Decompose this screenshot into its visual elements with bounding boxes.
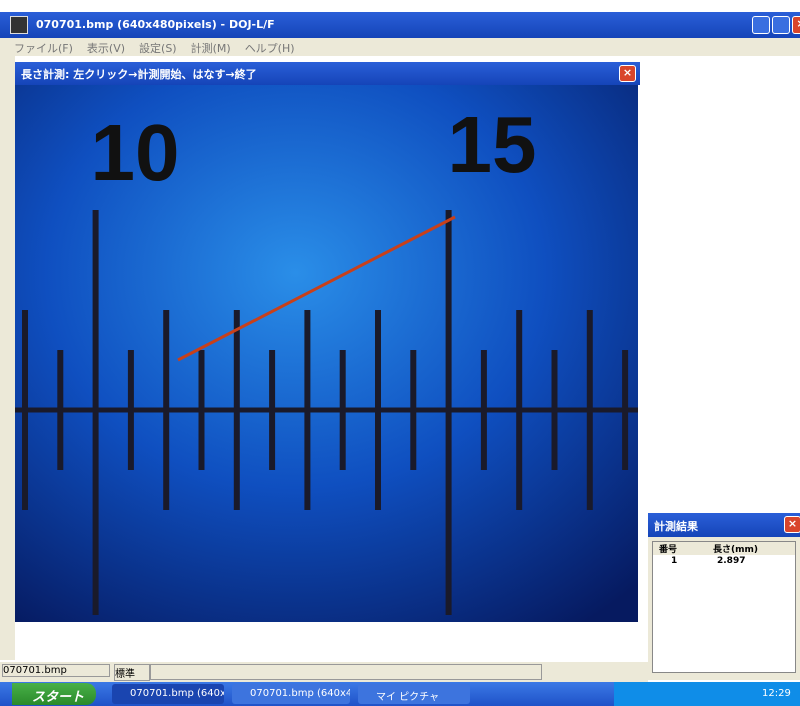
measure-title: 長さ計測: 左クリック→計測開始、はなす→終了 — [21, 68, 257, 81]
taskbar-item[interactable]: マイ ピクチャ — [358, 684, 470, 704]
scale-label: 15 — [448, 100, 537, 189]
status-field — [150, 664, 542, 680]
results-title-bar: 計測結果 — [648, 513, 800, 537]
taskbar-item[interactable]: 070701.bmp (640x48... — [112, 684, 224, 704]
measure-close-button[interactable]: × — [619, 65, 636, 82]
status-bar: 070701.bmp 標準 — [0, 662, 648, 682]
menu-item[interactable]: ファイル(F) — [14, 42, 73, 55]
menu-item[interactable]: ヘルプ(H) — [244, 42, 295, 55]
results-body: 番号 長さ(mm) 1 2.897 — [648, 537, 800, 680]
restore-button[interactable] — [772, 16, 790, 34]
frame — [0, 56, 15, 660]
results-title: 計測結果 — [654, 520, 698, 533]
column-header: 長さ(mm) — [713, 545, 758, 555]
app-title-bar: 070701.bmp (640x480pixels) - DOJ-L/F — [0, 12, 800, 38]
results-close-button[interactable]: × — [784, 516, 800, 533]
row-number: 1 — [671, 556, 678, 566]
system-tray: 12:29 — [614, 682, 800, 706]
app-icon — [10, 16, 28, 34]
length-value: 2.897 — [717, 556, 746, 566]
menu-bar: ファイル(F) 表示(V) 設定(S) 計測(M) ヘルプ(H) — [0, 38, 800, 56]
scale-label: 10 — [91, 108, 180, 197]
taskbar: スタート 070701.bmp (640x48... 070701.bmp (6… — [0, 682, 800, 706]
menu-item[interactable]: 表示(V) — [86, 42, 126, 55]
measurement-line — [177, 215, 456, 362]
start-button[interactable]: スタート — [12, 683, 96, 705]
minimize-button[interactable] — [752, 16, 770, 34]
menu-item[interactable]: 計測(M) — [190, 42, 231, 55]
clock: 12:29 — [762, 688, 791, 699]
close-button[interactable]: × — [792, 16, 800, 34]
menu-item[interactable]: 設定(S) — [139, 42, 177, 55]
microscope-image[interactable]: 10 15 — [15, 85, 638, 622]
column-header: 番号 — [659, 545, 678, 555]
image-background — [15, 85, 638, 622]
measure-title-bar: 長さ計測: 左クリック→計測開始、はなす→終了 — [15, 62, 640, 85]
taskbar-item[interactable]: 070701.bmp (640x48... — [232, 684, 350, 704]
status-file: 070701.bmp — [2, 664, 110, 677]
app-title: 070701.bmp (640x480pixels) - DOJ-L/F — [36, 18, 275, 31]
status-mode: 標準 — [114, 664, 150, 681]
